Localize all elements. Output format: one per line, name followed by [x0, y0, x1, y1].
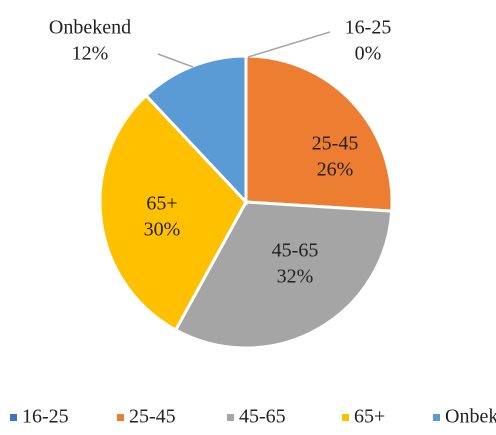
slice-value-label: 26%: [317, 159, 354, 181]
legend-label: 16-25: [22, 406, 69, 428]
legend-marker: [342, 414, 349, 421]
slice-value-label: 30%: [144, 219, 181, 241]
legend-marker: [117, 414, 124, 421]
legend-label: 45-65: [239, 406, 286, 428]
slice-value-label: 32%: [277, 266, 314, 288]
leader-line: [157, 53, 194, 68]
legend-label: 25-45: [129, 406, 176, 428]
legend-marker: [10, 414, 17, 421]
slice-category-label: 65+: [146, 193, 177, 215]
pie-slice: [98, 93, 248, 332]
leader-line: [247, 31, 331, 58]
slice-value-label: 12%: [72, 43, 109, 65]
pie-slice: [244, 54, 394, 213]
slice-category-label: 16-25: [345, 17, 392, 39]
legend-label: 65+: [354, 406, 385, 428]
legend-marker: [227, 414, 234, 421]
legend-label: Onbekend: [445, 406, 496, 428]
slice-value-label: 0%: [355, 43, 382, 65]
slice-category-label: 25-45: [312, 133, 359, 155]
pie-slice: [173, 200, 394, 350]
legend-marker: [433, 414, 440, 421]
slice-category-label: Onbekend: [49, 17, 131, 39]
slice-category-label: 45-65: [272, 240, 319, 262]
